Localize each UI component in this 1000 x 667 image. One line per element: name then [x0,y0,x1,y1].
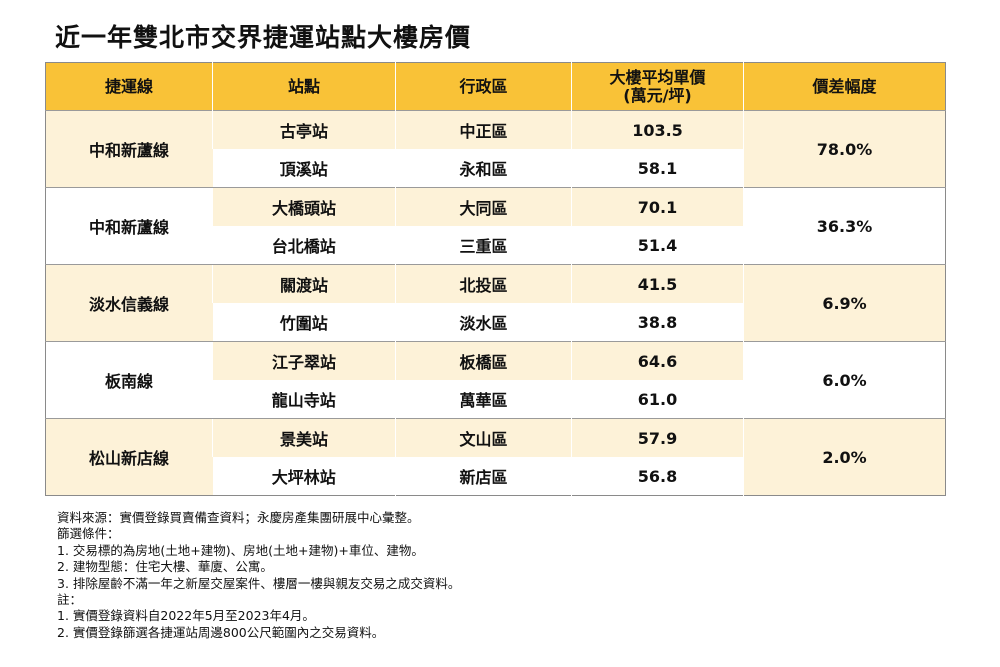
table-row: 中和新蘆線 古亭站 中正區 103.5 78.0% [45,110,946,188]
filter-item: 2. 建物型態：住宅大樓、華廈、公寓。 [57,559,273,575]
diff-cell: 78.0% [743,110,946,188]
district-cell: 淡水區 [395,303,572,342]
table-row: 中和新蘆線 大橋頭站 大同區 70.1 36.3% [45,187,946,265]
note-title: 註： [57,591,83,607]
price-table: 捷運線 站點 行政區 大樓平均單價 (萬元/坪) 價差幅度 中和新蘆線 古亭站 … [45,62,946,496]
diff-cell: 2.0% [743,418,946,496]
table-row: 台北橋站 三重區 51.4 [46,226,946,265]
header-price-line2: (萬元/坪) [623,85,692,105]
header-price: 大樓平均單價 (萬元/坪) [571,62,744,111]
filter-title: 篩選條件： [57,526,120,542]
district-cell: 新店區 [395,457,572,496]
station-cell: 關渡站 [212,264,396,303]
station-cell: 大坪林站 [212,457,396,496]
page-title: 近一年雙北市交界捷運站點大樓房價 [55,23,472,52]
district-cell: 三重區 [395,226,572,265]
source-note: 資料來源：實價登錄買賣備查資料；永慶房產集團研展中心彙整。 [57,510,420,525]
station-cell: 頂溪站 [212,149,396,188]
price-cell: 57.9 [571,418,744,457]
district-cell: 大同區 [395,187,572,226]
price-cell: 61.0 [571,380,744,419]
table-row: 松山新店線 景美站 文山區 57.9 2.0% [45,418,946,496]
filter-item: 3. 排除屋齡不滿一年之新屋交屋案件、樓層一樓與親友交易之成交資料。 [57,575,461,591]
header-diff: 價差幅度 [743,62,946,111]
footnotes: 資料來源：實價登錄買賣備查資料；永慶房產集團研展中心彙整。 篩選條件： 1. 交… [57,510,460,641]
station-cell: 景美站 [212,418,396,457]
table-row: 竹圍站 淡水區 38.8 [46,303,946,342]
table-row: 淡水信義線 關渡站 北投區 41.5 6.9% [45,264,946,342]
district-cell: 中正區 [395,110,572,149]
note-item: 1. 實價登錄資料自2022年5月至2023年4月。 [57,608,315,624]
header-line: 捷運線 [45,62,213,111]
price-cell: 64.6 [571,341,744,380]
diff-cell: 6.0% [743,341,946,419]
price-cell: 41.5 [571,264,744,303]
diff-cell: 6.9% [743,264,946,342]
station-cell: 台北橋站 [212,226,396,265]
table-row: 大坪林站 新店區 56.8 [46,457,946,496]
table-header-row: 捷運線 站點 行政區 大樓平均單價 (萬元/坪) 價差幅度 [45,62,946,111]
district-cell: 板橋區 [395,341,572,380]
station-cell: 龍山寺站 [212,380,396,419]
price-cell: 51.4 [571,226,744,265]
price-cell: 103.5 [571,110,744,149]
table-row: 龍山寺站 萬華區 61.0 [46,380,946,419]
price-cell: 58.1 [571,149,744,188]
station-cell: 大橋頭站 [212,187,396,226]
header-station: 站點 [212,62,396,111]
line-cell: 板南線 [45,341,213,419]
district-cell: 北投區 [395,264,572,303]
station-cell: 古亭站 [212,110,396,149]
diff-cell: 36.3% [743,187,946,265]
note-item: 2. 實價登錄篩選各捷運站周邊800公尺範圍內之交易資料。 [57,624,385,640]
price-cell: 38.8 [571,303,744,342]
line-cell: 中和新蘆線 [45,110,213,188]
header-district: 行政區 [395,62,572,111]
line-cell: 中和新蘆線 [45,187,213,265]
district-cell: 文山區 [395,418,572,457]
table-row: 頂溪站 永和區 58.1 [46,149,946,188]
line-cell: 松山新店線 [45,418,213,496]
district-cell: 萬華區 [395,380,572,419]
station-cell: 江子翠站 [212,341,396,380]
price-cell: 56.8 [571,457,744,496]
station-cell: 竹圍站 [212,303,396,342]
filter-item: 1. 交易標的為房地(土地+建物)、房地(土地+建物)+車位、建物。 [57,542,424,558]
price-cell: 70.1 [571,187,744,226]
header-price-line1: 大樓平均單價 [609,67,706,87]
line-cell: 淡水信義線 [45,264,213,342]
table-row: 板南線 江子翠站 板橋區 64.6 6.0% [45,341,946,419]
district-cell: 永和區 [395,149,572,188]
